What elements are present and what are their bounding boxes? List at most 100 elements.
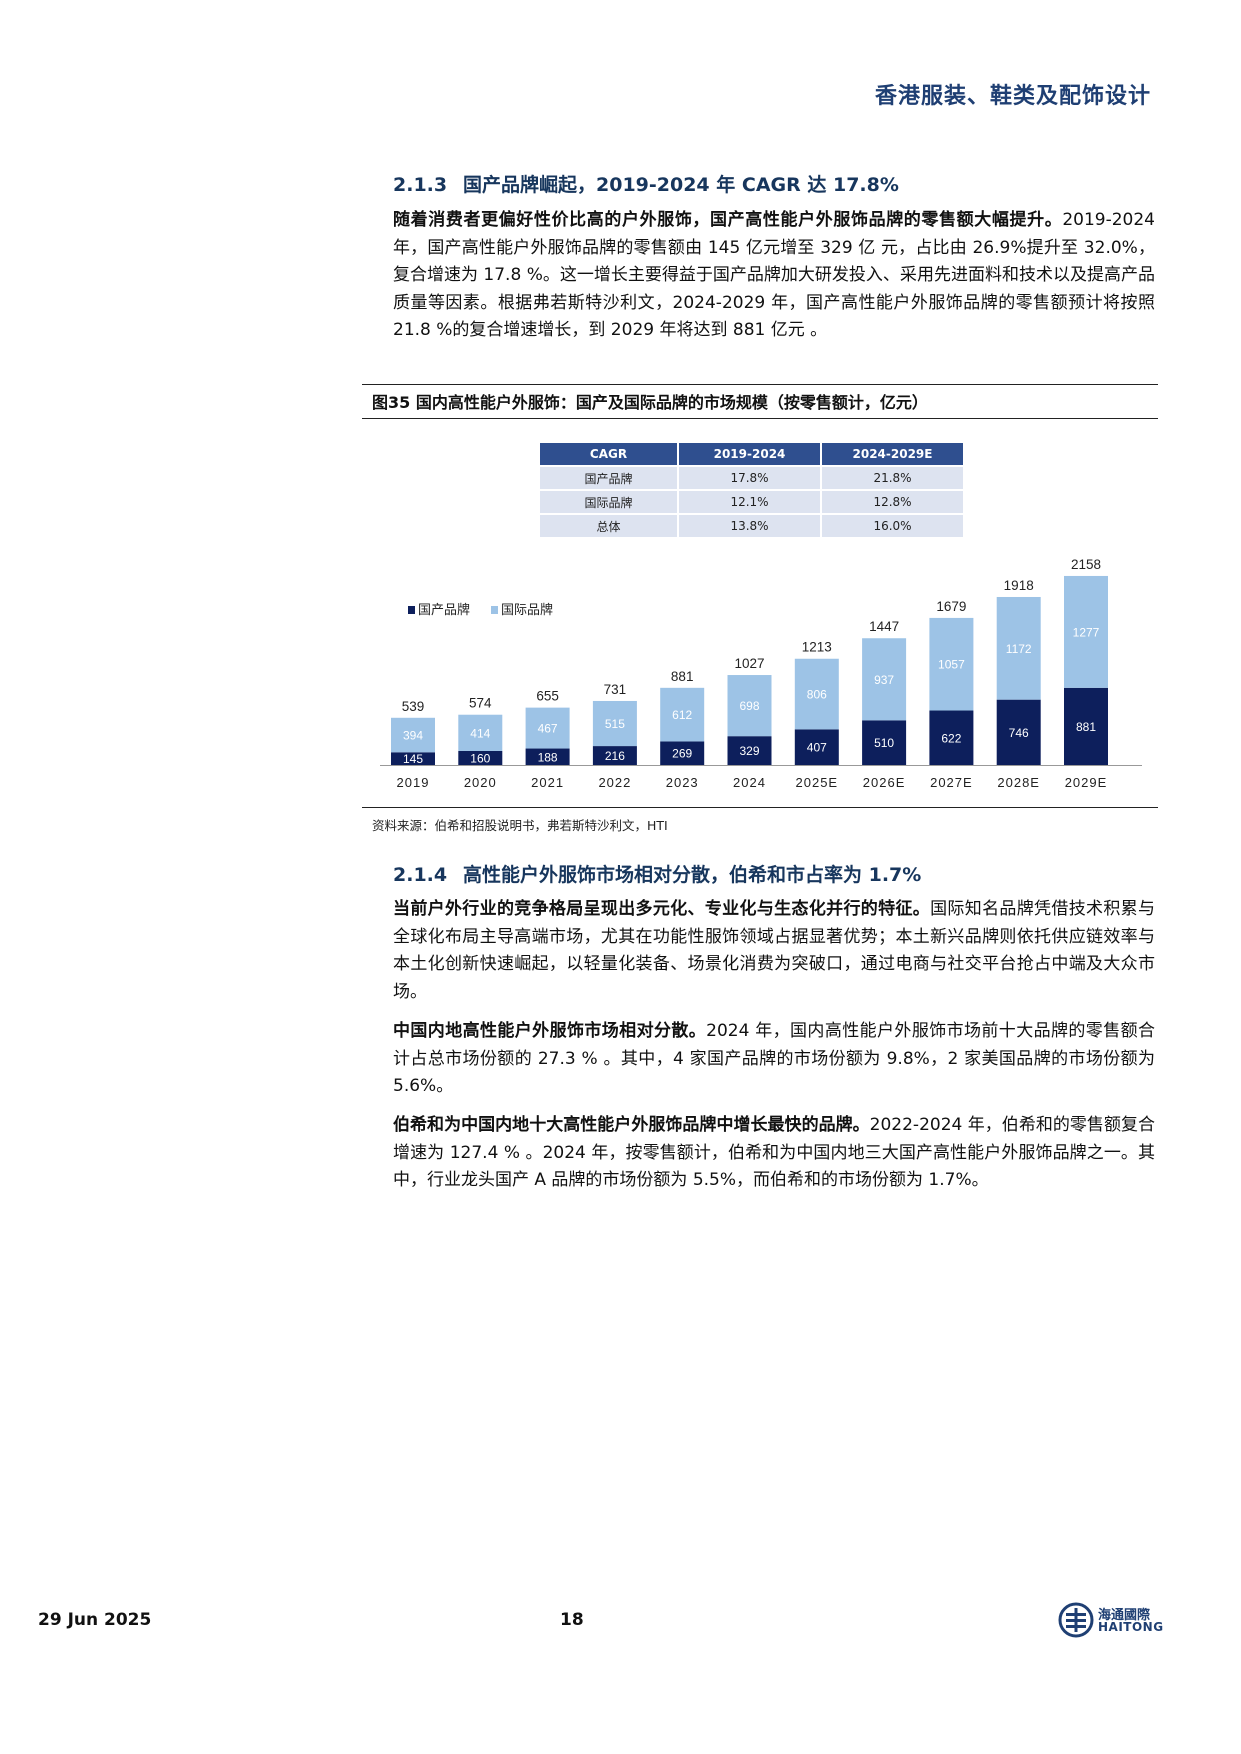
cagr-cell: 16.0%	[822, 515, 963, 537]
data-label-domestic: 160	[470, 751, 490, 765]
figure-title-rule	[362, 418, 1158, 419]
bar-international	[592, 700, 637, 747]
data-label-total: 1447	[869, 619, 899, 634]
data-label-domestic: 622	[941, 731, 961, 745]
x-tick-label: 2021	[531, 775, 564, 790]
cagr-header-cell: CAGR	[540, 443, 677, 465]
x-tick-label: 2026E	[863, 775, 906, 790]
x-tick-label: 2019	[397, 775, 430, 790]
data-label-domestic: 269	[672, 747, 692, 761]
x-tick-label: 2020	[464, 775, 497, 790]
bar-domestic	[996, 699, 1041, 765]
figure-top-rule	[362, 384, 1158, 385]
bar-international	[660, 687, 705, 742]
cagr-header-cell: 2019-2024	[679, 443, 820, 465]
data-label-total: 1213	[802, 640, 832, 655]
section-title: 国产品牌崛起，2019-2024 年 CAGR 达 17.8%	[463, 174, 899, 196]
x-tick-label: 2024	[733, 775, 766, 790]
data-label-international: 467	[538, 722, 558, 736]
paragraph-214-2: 中国内地高性能户外服饰市场相对分散。2024 年，国内高性能户外服饰市场前十大品…	[393, 1018, 1155, 1101]
paragraph-body: 国际知名品牌凭借技术积累与全球化布局主导高端市场，尤其在功能性服饰领域占据显著优…	[393, 899, 1156, 1002]
cagr-table: CAGR 2019-2024 2024-2029E 国产品牌 17.8% 21.…	[538, 441, 965, 539]
cagr-header-cell: 2024-2029E	[822, 443, 963, 465]
bar-domestic	[862, 720, 907, 765]
section-heading-214: 2.1.4 高性能户外服饰市场相对分散，伯希和市占率为 1.7%	[393, 860, 921, 887]
legend-label-international: 国际品牌	[501, 602, 553, 618]
bar-international	[862, 638, 907, 721]
data-label-domestic: 746	[1009, 726, 1029, 740]
x-tick-label: 2028E	[997, 775, 1040, 790]
table-row: 总体 13.8% 16.0%	[540, 515, 963, 537]
data-label-international: 515	[605, 717, 625, 731]
paragraph-body: 2022-2024 年，伯希和的零售额复合增速为 127.4 % 。2024 年…	[393, 1115, 1155, 1190]
cagr-cell: 12.8%	[822, 491, 963, 513]
data-label-domestic: 510	[874, 736, 894, 750]
data-label-total: 881	[671, 669, 694, 684]
bar-domestic	[794, 729, 839, 765]
bar-domestic	[1064, 687, 1108, 765]
footer-date: 29 Jun 2025	[38, 1610, 152, 1630]
paragraph-214-3: 伯希和为中国内地十大高性能户外服饰品牌中增长最快的品牌。2022-2024 年，…	[393, 1112, 1155, 1195]
x-tick-label: 2022	[598, 775, 631, 790]
bar-international	[458, 714, 503, 751]
bar-domestic	[592, 746, 637, 765]
data-label-domestic: 329	[739, 744, 759, 758]
bar-domestic	[458, 750, 503, 765]
section-heading-213: 2.1.3 国产品牌崛起，2019-2024 年 CAGR 达 17.8%	[393, 170, 899, 197]
x-tick-label: 2023	[666, 775, 699, 790]
logo-text-cn: 海通國際	[1098, 1608, 1151, 1623]
haitong-logo: 海通國際 HAITONG	[1058, 1600, 1163, 1640]
cagr-cell: 国际品牌	[540, 491, 677, 513]
data-label-domestic: 188	[538, 750, 558, 764]
page-number: 18	[560, 1610, 584, 1630]
data-label-international: 612	[672, 708, 692, 722]
paragraph-214-1: 当前户外行业的竞争格局呈现出多元化、专业化与生态化并行的特征。国际知名品牌凭借技…	[393, 896, 1155, 1006]
logo-text-en: HAITONG	[1098, 1620, 1164, 1634]
legend-swatch-international	[491, 606, 498, 614]
bar-international	[727, 675, 772, 737]
data-label-international: 698	[739, 699, 759, 713]
cagr-cell: 17.8%	[679, 467, 820, 489]
table-row: 国际品牌 12.1% 12.8%	[540, 491, 963, 513]
bar-domestic	[727, 736, 772, 765]
data-label-domestic: 216	[605, 749, 625, 763]
figure-title: 图35 国内高性能户外服饰：国产及国际品牌的市场规模（按零售额计，亿元）	[372, 393, 928, 412]
data-label-domestic: 407	[807, 741, 827, 755]
table-row: 国产品牌 17.8% 21.8%	[540, 467, 963, 489]
paragraph-lead: 随着消费者更偏好性价比高的户外服饰，国产高性能户外服饰品牌的零售额大幅提升。	[393, 210, 1063, 230]
data-label-international: 1277	[1073, 625, 1100, 639]
data-label-total: 539	[402, 699, 425, 714]
x-tick-label: 2025E	[796, 775, 839, 790]
figure-source: 资料来源：伯希和招股说明书，弗若斯特沙利文，HTI	[372, 818, 668, 833]
data-label-total: 1918	[1004, 578, 1034, 593]
data-label-international: 937	[874, 673, 894, 687]
cagr-table-header: CAGR 2019-2024 2024-2029E	[540, 443, 963, 465]
paragraph-213: 随着消费者更偏好性价比高的户外服饰，国产高性能户外服饰品牌的零售额大幅提升。20…	[393, 207, 1155, 345]
paragraph-body: 2024 年，国内高性能户外服饰市场前十大品牌的零售额合计占总市场份额的 27.…	[393, 1021, 1155, 1096]
paragraph-lead: 当前户外行业的竞争格局呈现出多元化、专业化与生态化并行的特征。	[393, 899, 931, 919]
x-tick-label: 2029E	[1065, 775, 1108, 790]
data-label-total: 731	[604, 682, 627, 697]
data-label-international: 414	[470, 726, 490, 740]
data-label-international: 394	[403, 729, 423, 743]
bar-international	[525, 707, 570, 749]
section-number: 2.1.4	[393, 864, 448, 886]
section-title: 高性能户外服饰市场相对分散，伯希和市占率为 1.7%	[463, 864, 922, 886]
legend-swatch-domestic	[408, 606, 415, 614]
bar-domestic	[660, 741, 705, 765]
data-label-total: 574	[469, 696, 492, 711]
bar-international	[794, 658, 839, 730]
data-label-total: 1027	[734, 656, 764, 671]
data-label-international: 1172	[1006, 642, 1032, 656]
data-label-total: 655	[536, 689, 559, 704]
cagr-cell: 12.1%	[679, 491, 820, 513]
paragraph-lead: 中国内地高性能户外服饰市场相对分散。	[393, 1021, 707, 1041]
cagr-cell: 总体	[540, 515, 677, 537]
figure-bottom-rule	[362, 807, 1158, 808]
cagr-cell: 13.8%	[679, 515, 820, 537]
data-label-international: 806	[807, 688, 827, 702]
paragraph-lead: 伯希和为中国内地十大高性能户外服饰品牌中增长最快的品牌。	[393, 1115, 870, 1135]
haitong-logo-icon	[1058, 1602, 1094, 1638]
data-label-domestic: 881	[1076, 720, 1096, 734]
bar-international	[1064, 575, 1108, 688]
